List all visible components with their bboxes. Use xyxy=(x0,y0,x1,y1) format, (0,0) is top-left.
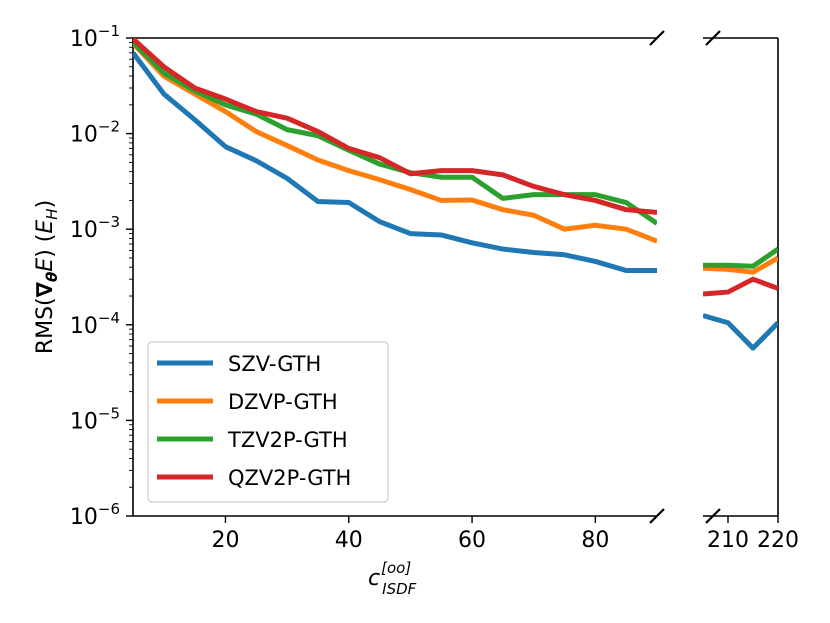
series-line-tzv2p-gth-broken-axis xyxy=(703,246,778,269)
legend-items: SZV-GTH DZVP-GTH TZV2P-GTH QZV2P-GTH xyxy=(157,352,351,490)
y-tick-label: 10−2 xyxy=(70,118,120,148)
left-panel xyxy=(132,37,657,517)
legend: SZV-GTH DZVP-GTH TZV2P-GTH QZV2P-GTH xyxy=(147,341,389,503)
legend-label: TZV2P-GTH xyxy=(227,428,348,452)
y-tick-label: 10−3 xyxy=(70,213,120,243)
legend-label: SZV-GTH xyxy=(228,352,321,376)
x-tick-label: 220 xyxy=(757,528,799,553)
y-axis-label: RMS(∇θE) (EH) xyxy=(33,200,61,354)
left-series-group xyxy=(133,38,657,273)
series-line-qzv2p-gth-broken-axis xyxy=(703,276,778,297)
series-line-szv-gth xyxy=(133,51,657,273)
axis-break-mark-top-right xyxy=(705,30,721,46)
legend-label: QZV2P-GTH xyxy=(228,466,351,490)
series-line-szv-gth-broken-axis xyxy=(703,313,778,351)
y-tick-label: 10−1 xyxy=(70,22,120,52)
series-line-qzv2p-gth xyxy=(133,38,657,215)
legend-frame xyxy=(147,341,389,503)
axis-break-mark-bottom-right xyxy=(705,508,721,524)
legend-label: DZVP-GTH xyxy=(228,390,338,414)
right-panel xyxy=(703,37,779,517)
x-axis-label: c[oo] ISDF xyxy=(368,559,417,598)
x-tick-label: 20 xyxy=(211,528,239,553)
axis-break-mark-bottom-left xyxy=(649,508,665,524)
axis-break-mark-top-left xyxy=(649,30,665,46)
x-tick-label: 60 xyxy=(458,528,486,553)
x-tick-label: 210 xyxy=(707,528,749,553)
x-axis-ticks: 20 40 60 80 210 220 xyxy=(211,516,799,553)
y-tick-label: 10−5 xyxy=(70,404,120,434)
series-line-dzvp-gth xyxy=(133,41,657,244)
y-tick-label: 10−6 xyxy=(70,500,120,530)
right-series-group xyxy=(703,246,778,351)
x-tick-label: 80 xyxy=(581,528,609,553)
y-axis-ticks: 10−1 10−2 10−3 10−4 10−5 10−6 xyxy=(70,22,133,530)
x-tick-label: 40 xyxy=(335,528,363,553)
y-tick-label: 10−4 xyxy=(70,309,120,339)
series-line-dzvp-gth-broken-axis xyxy=(703,255,778,275)
